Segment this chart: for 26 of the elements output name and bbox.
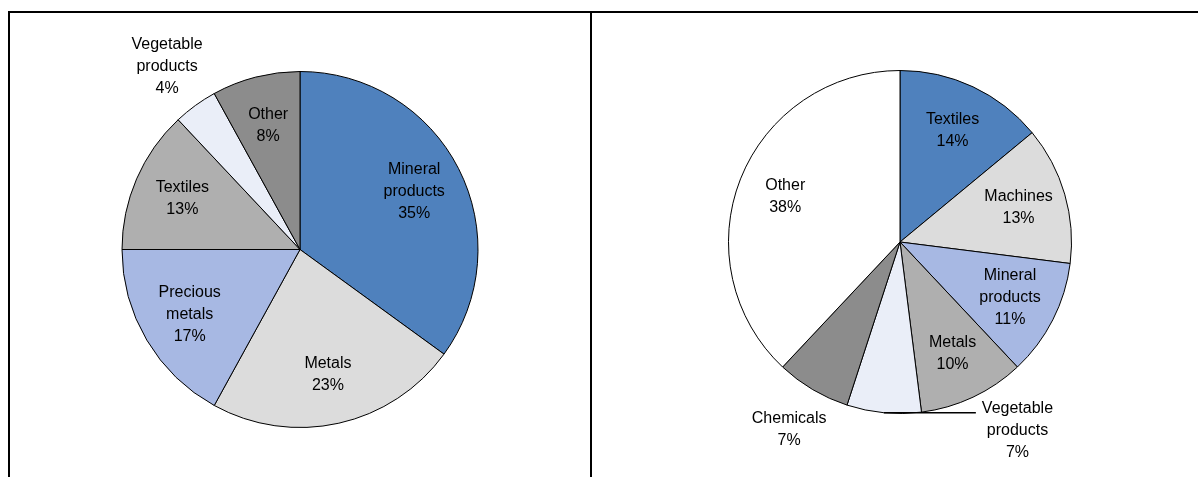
slice-label: Chemicals	[751, 408, 827, 426]
slice-label: Metals	[304, 353, 352, 371]
data-label: 7%	[1005, 443, 1030, 461]
data-label: 11%	[994, 310, 1026, 328]
data-label: 17%	[173, 327, 206, 345]
data-label: 4%	[155, 79, 179, 97]
slice-label: Textiles	[155, 178, 210, 196]
slice-label: Other	[248, 104, 289, 122]
data-label: 7%	[777, 430, 801, 448]
slice-label: Other	[765, 175, 806, 193]
data-label: 38%	[769, 197, 802, 215]
data-label: 13%	[1002, 208, 1035, 226]
data-label: 23%	[311, 375, 344, 393]
slice-label: Textiles	[925, 109, 980, 127]
data-label: 14%	[936, 131, 969, 149]
slice-label: Precious metals	[158, 283, 221, 323]
slice-label: Mineral products	[383, 159, 445, 199]
slice-label: Vegetable products	[981, 399, 1054, 439]
slice-label: Machines	[984, 186, 1053, 204]
data-label: 35%	[398, 203, 431, 221]
data-label: 10%	[936, 355, 969, 373]
slice-label: Metals	[929, 333, 977, 351]
data-label: 13%	[166, 200, 199, 218]
slice-label: Mineral products	[979, 266, 1041, 306]
data-label: 8%	[256, 126, 280, 144]
slice-label: Vegetable products	[131, 35, 203, 75]
